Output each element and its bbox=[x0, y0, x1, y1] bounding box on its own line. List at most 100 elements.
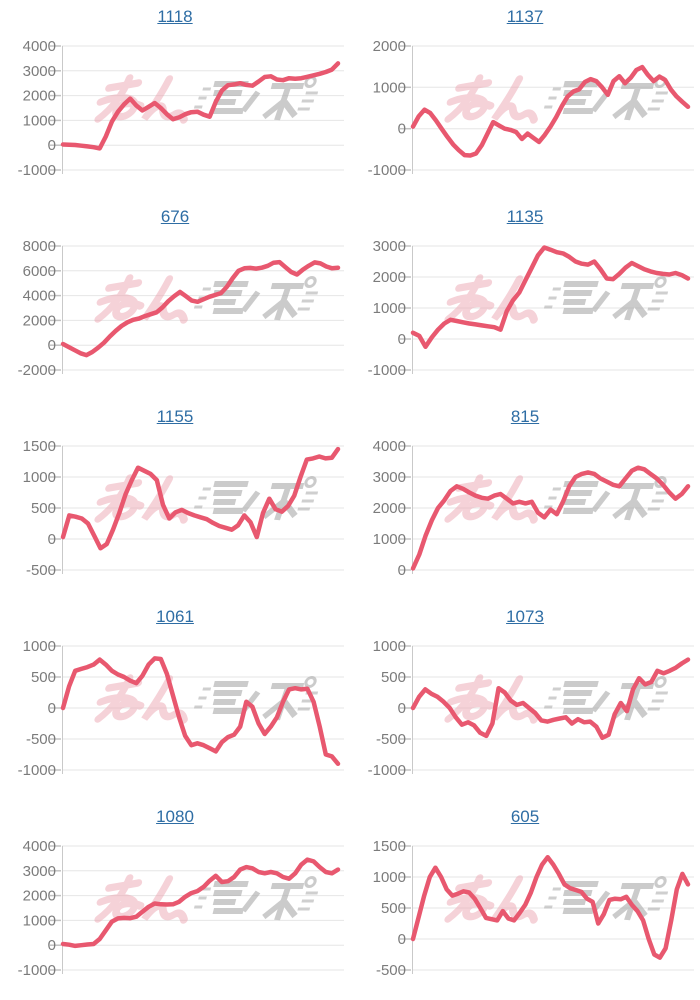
svg-text:500: 500 bbox=[31, 669, 56, 686]
svg-text:-500: -500 bbox=[26, 562, 56, 579]
svg-text:1000: 1000 bbox=[373, 869, 406, 886]
slump-chart: -1000 0 1000 2000 3000 bbox=[368, 238, 694, 379]
slump-chart: -1000 0 1000 2000 3000 4000 bbox=[18, 38, 344, 179]
svg-text:1000: 1000 bbox=[23, 112, 56, 129]
slump-chart: -1000 -500 0 500 1000 bbox=[18, 638, 344, 779]
svg-text:6000: 6000 bbox=[23, 263, 56, 280]
minrepo-watermark-logo bbox=[444, 74, 669, 124]
svg-text:1000: 1000 bbox=[23, 469, 56, 486]
chart-title-link[interactable]: 1137 bbox=[506, 7, 544, 26]
svg-text:-1000: -1000 bbox=[368, 762, 406, 779]
slump-chart: -1000 0 1000 2000 3000 4000 bbox=[18, 838, 344, 979]
svg-text:1000: 1000 bbox=[23, 912, 56, 929]
slump-line-series bbox=[410, 854, 691, 960]
svg-text:2000: 2000 bbox=[373, 269, 406, 286]
chart-cell: 605 -500 0 500 1000 1500 bbox=[350, 800, 700, 1000]
svg-text:0: 0 bbox=[48, 700, 56, 717]
svg-text:0: 0 bbox=[48, 937, 56, 954]
chart-title-row: 676 bbox=[0, 200, 350, 234]
gridlines bbox=[62, 645, 344, 771]
svg-text:2000: 2000 bbox=[373, 500, 406, 517]
chart-title-link[interactable]: 1118 bbox=[157, 7, 193, 26]
svg-text:1000: 1000 bbox=[373, 638, 406, 655]
svg-text:3000: 3000 bbox=[23, 863, 56, 880]
svg-text:1000: 1000 bbox=[373, 300, 406, 317]
slump-chart: -2000 0 2000 4000 6000 8000 bbox=[18, 238, 344, 379]
chart-title-link[interactable]: 1073 bbox=[506, 607, 544, 626]
slump-line-series bbox=[410, 245, 691, 350]
axis-ticks bbox=[400, 245, 411, 371]
y-axis-labels: 0 1000 2000 3000 4000 bbox=[373, 438, 406, 579]
slump-chart: -500 0 500 1000 1500 bbox=[23, 438, 344, 579]
svg-text:1000: 1000 bbox=[23, 638, 56, 655]
svg-text:500: 500 bbox=[31, 500, 56, 517]
y-axis-labels: -1000 0 1000 2000 3000 bbox=[368, 238, 406, 379]
svg-text:500: 500 bbox=[381, 669, 406, 686]
chart-title-link[interactable]: 676 bbox=[160, 207, 190, 226]
chart-title-link[interactable]: 1080 bbox=[156, 807, 194, 826]
chart-title-row: 1137 bbox=[350, 0, 700, 34]
svg-text:0: 0 bbox=[48, 531, 56, 548]
watermark-repo-glyphs bbox=[562, 276, 667, 321]
y-axis-labels: -1000 0 1000 2000 bbox=[368, 38, 406, 179]
axis-ticks bbox=[50, 445, 61, 571]
chart-title-row: 1135 bbox=[350, 200, 700, 234]
y-axis-labels: -1000 0 1000 2000 3000 4000 bbox=[18, 38, 56, 179]
watermark-min-glyphs bbox=[444, 74, 538, 124]
axis-ticks bbox=[50, 45, 61, 171]
svg-text:4000: 4000 bbox=[23, 288, 56, 305]
slump-line-series bbox=[410, 657, 691, 741]
chart-title-link[interactable]: 1061 bbox=[156, 607, 194, 626]
svg-text:3000: 3000 bbox=[23, 63, 56, 80]
slump-chart: 0 1000 2000 3000 4000 bbox=[373, 438, 694, 579]
chart-title-row: 815 bbox=[350, 400, 700, 434]
svg-text:2000: 2000 bbox=[23, 888, 56, 905]
chart-cell: 815 0 1000 2000 3000 4000 bbox=[350, 400, 700, 600]
svg-text:3000: 3000 bbox=[373, 469, 406, 486]
chart-title-link[interactable]: 1135 bbox=[506, 207, 544, 226]
chart-cell: 1080 -1000 0 1000 2000 3000 4000 bbox=[0, 800, 350, 1000]
y-axis-labels: -1000 -500 0 500 1000 bbox=[18, 638, 56, 779]
watermark-min-glyphs bbox=[444, 474, 538, 524]
chart-cell: 1137 -1000 0 1000 2000 bbox=[350, 0, 700, 200]
svg-text:4000: 4000 bbox=[23, 838, 56, 855]
chart-title-link[interactable]: 605 bbox=[510, 807, 540, 826]
svg-text:4000: 4000 bbox=[373, 438, 406, 455]
watermark-repo-glyphs bbox=[212, 276, 317, 321]
svg-text:0: 0 bbox=[48, 337, 56, 354]
svg-text:4000: 4000 bbox=[23, 38, 56, 55]
svg-text:3000: 3000 bbox=[373, 238, 406, 255]
minrepo-watermark-logo bbox=[444, 674, 669, 724]
chart-title-row: 1155 bbox=[0, 400, 350, 434]
svg-text:0: 0 bbox=[48, 137, 56, 154]
svg-text:2000: 2000 bbox=[23, 312, 56, 329]
chart-title-row: 1118 bbox=[0, 0, 350, 34]
y-axis-labels: -1000 0 1000 2000 3000 4000 bbox=[18, 838, 56, 979]
watermark-min-glyphs bbox=[94, 74, 188, 124]
axis-ticks bbox=[400, 445, 411, 571]
chart-title-link[interactable]: 815 bbox=[510, 407, 540, 426]
slump-line-series bbox=[60, 259, 341, 358]
chart-title-row: 1080 bbox=[0, 800, 350, 834]
svg-text:500: 500 bbox=[381, 900, 406, 917]
svg-text:0: 0 bbox=[398, 331, 406, 348]
svg-text:1000: 1000 bbox=[373, 79, 406, 96]
gridlines bbox=[62, 845, 344, 971]
watermark-speed-lines bbox=[543, 887, 669, 911]
slump-chart: -1000 0 1000 2000 bbox=[368, 38, 694, 179]
gridlines bbox=[412, 845, 694, 971]
watermark-speed-lines bbox=[543, 487, 669, 511]
chart-cell: 1118 -1000 0 1000 2000 3000 4000 bbox=[0, 0, 350, 200]
y-axis-labels: -500 0 500 1000 1500 bbox=[23, 438, 56, 579]
slump-line-series bbox=[60, 446, 341, 551]
svg-text:1000: 1000 bbox=[373, 531, 406, 548]
chart-title-link[interactable]: 1155 bbox=[156, 407, 194, 426]
slump-line-series bbox=[60, 656, 341, 767]
y-axis-labels: -1000 -500 0 500 1000 bbox=[368, 638, 406, 779]
gridlines bbox=[62, 245, 344, 371]
watermark-repo-glyphs bbox=[212, 676, 317, 721]
watermark-repo-glyphs bbox=[212, 876, 317, 921]
watermark-repo-glyphs bbox=[562, 676, 667, 721]
watermark-speed-lines bbox=[193, 87, 319, 111]
